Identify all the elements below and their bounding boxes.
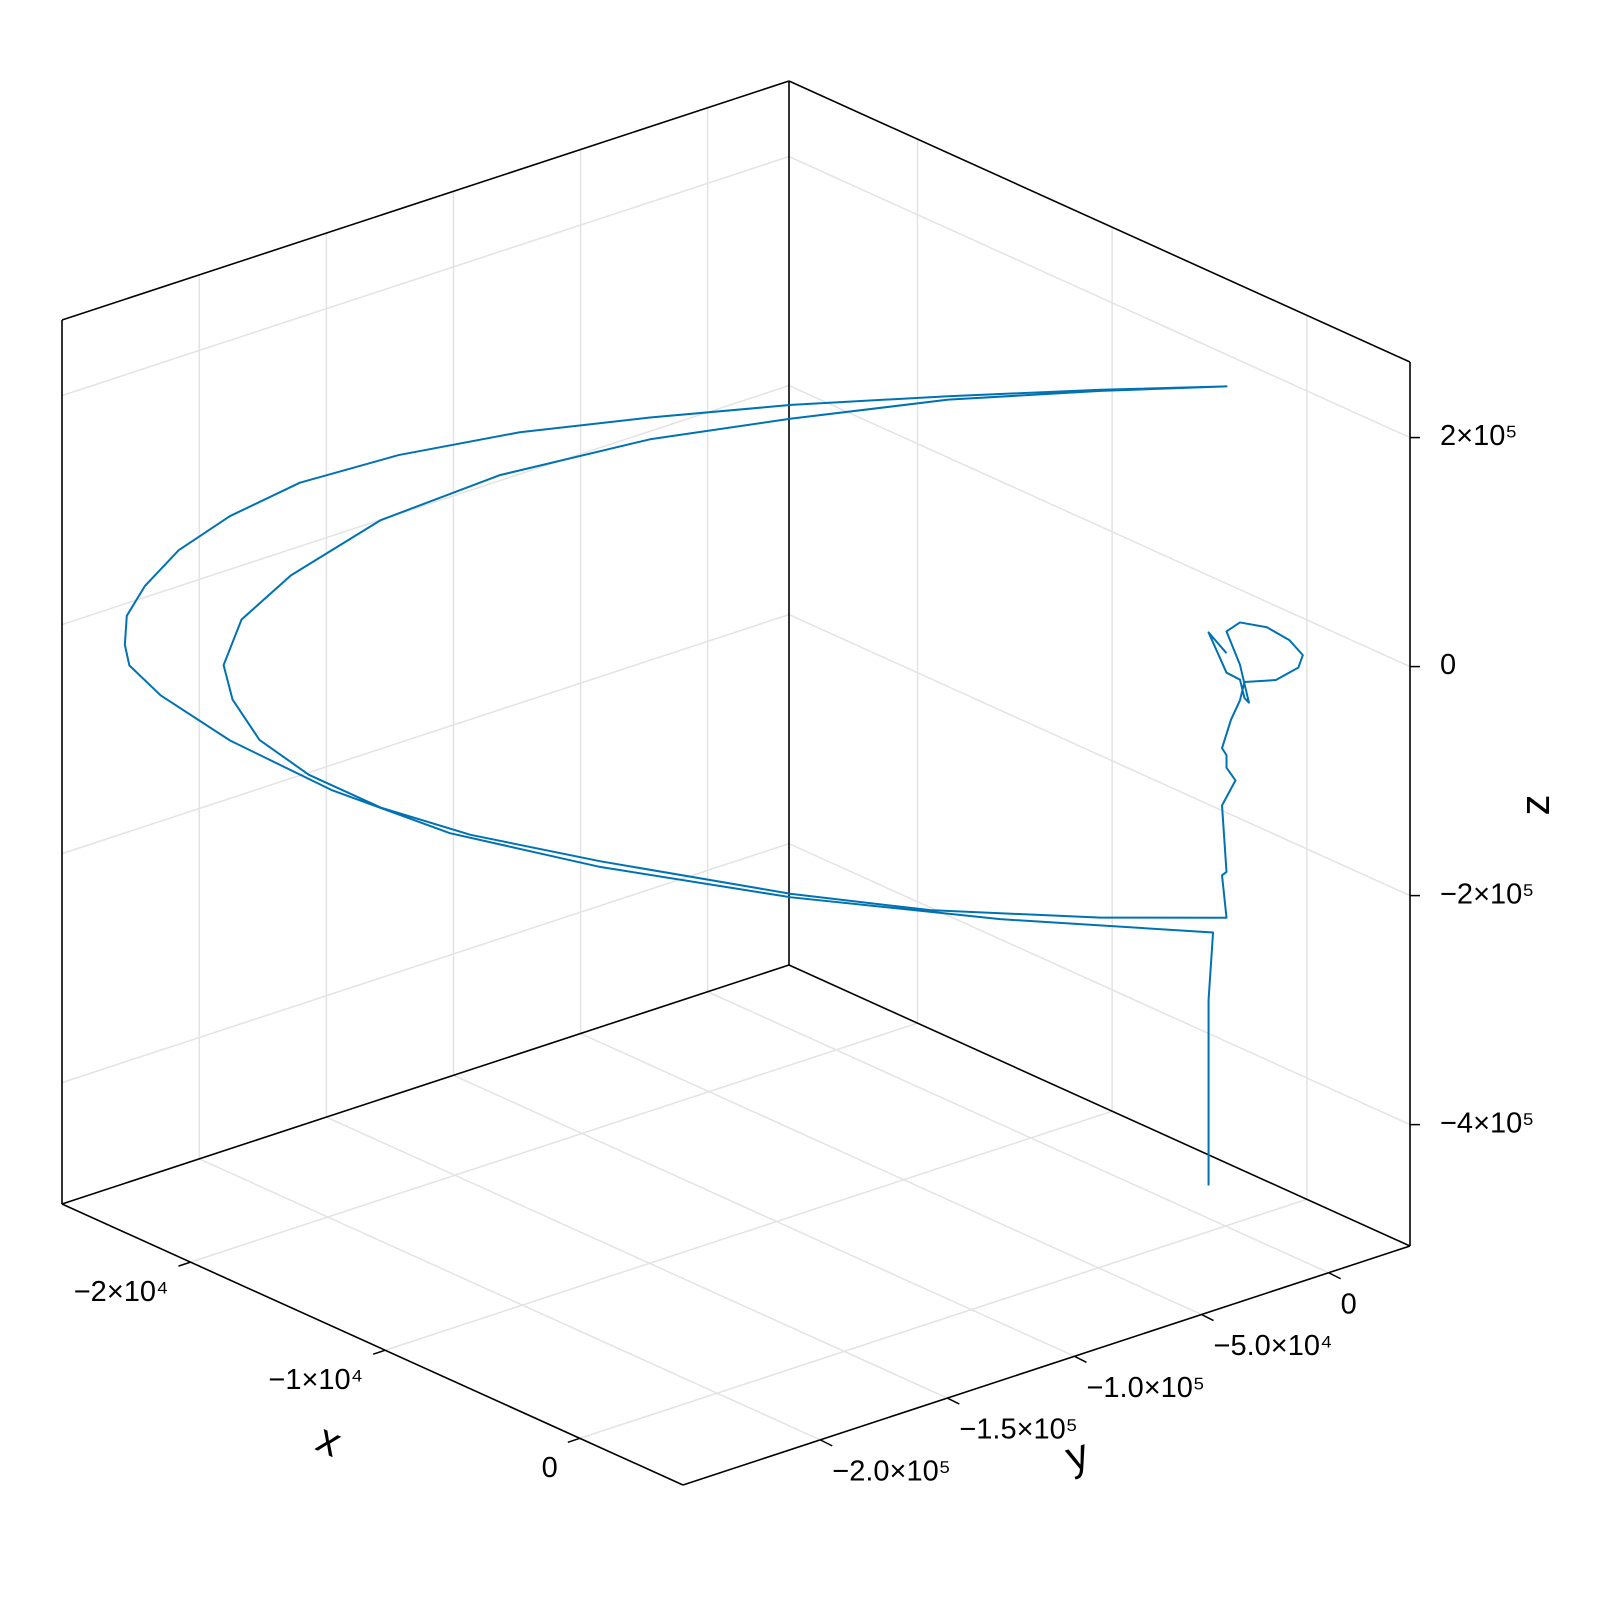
x-tick: [178, 1261, 191, 1267]
axis-edge: [788, 80, 1411, 363]
axis-edge: [61, 80, 790, 321]
x-tick: [372, 1349, 386, 1355]
y-tick: [1201, 1313, 1214, 1322]
y-tick: [1074, 1355, 1087, 1363]
grid-line: [325, 233, 948, 1399]
y-tick-label: −2.0×10⁵: [832, 1456, 950, 1488]
axis-frame: [61, 80, 1411, 1486]
z-tick-label: −2×10⁵: [1440, 878, 1534, 910]
y-tick-label: −1.5×10⁵: [959, 1414, 1077, 1446]
axis-edge: [788, 964, 1411, 1247]
x-tick: [567, 1437, 581, 1444]
z-axis-title: z: [1511, 795, 1558, 816]
z-tick-label: 2×10⁵: [1440, 420, 1517, 452]
z-tick-label: 0: [1440, 649, 1456, 681]
x-tick-label: −1×10⁴: [268, 1364, 363, 1396]
grid-line: [61, 155, 1411, 439]
grid-line: [198, 274, 821, 1441]
y-tick: [819, 1439, 833, 1447]
y-axis-title: y: [1060, 1429, 1094, 1480]
y-tick-label: −1.0×10⁵: [1086, 1372, 1204, 1404]
plot-area: [123, 385, 1304, 1186]
y-tick-label: 0: [1341, 1288, 1357, 1320]
grid-line: [61, 613, 1411, 897]
y-tick: [1328, 1272, 1341, 1280]
x-tick-label: −2×10⁴: [74, 1276, 169, 1308]
grid-line: [579, 149, 1202, 1316]
axis-edge: [682, 1245, 1411, 1486]
x-axis-title: x: [310, 1414, 348, 1465]
z-tick-label: −4×10⁵: [1440, 1107, 1534, 1139]
y-tick-label: −5.0×10⁴: [1214, 1330, 1333, 1362]
grid: [61, 107, 1411, 1441]
grid-line: [61, 384, 1411, 668]
x-tick-label: 0: [542, 1452, 558, 1484]
grid-line: [190, 139, 919, 1263]
grid-line: [452, 191, 1075, 1357]
trajectory-line: [123, 385, 1304, 1186]
axis-edge: [61, 964, 790, 1205]
y-tick: [947, 1397, 960, 1405]
axis-edge: [61, 1203, 684, 1486]
ticks: −2×10⁴ −1×10⁴ 0 −2.0×10⁵ −1.5×10⁵ −1.0×10⁵ −5.…: [74, 420, 1535, 1487]
